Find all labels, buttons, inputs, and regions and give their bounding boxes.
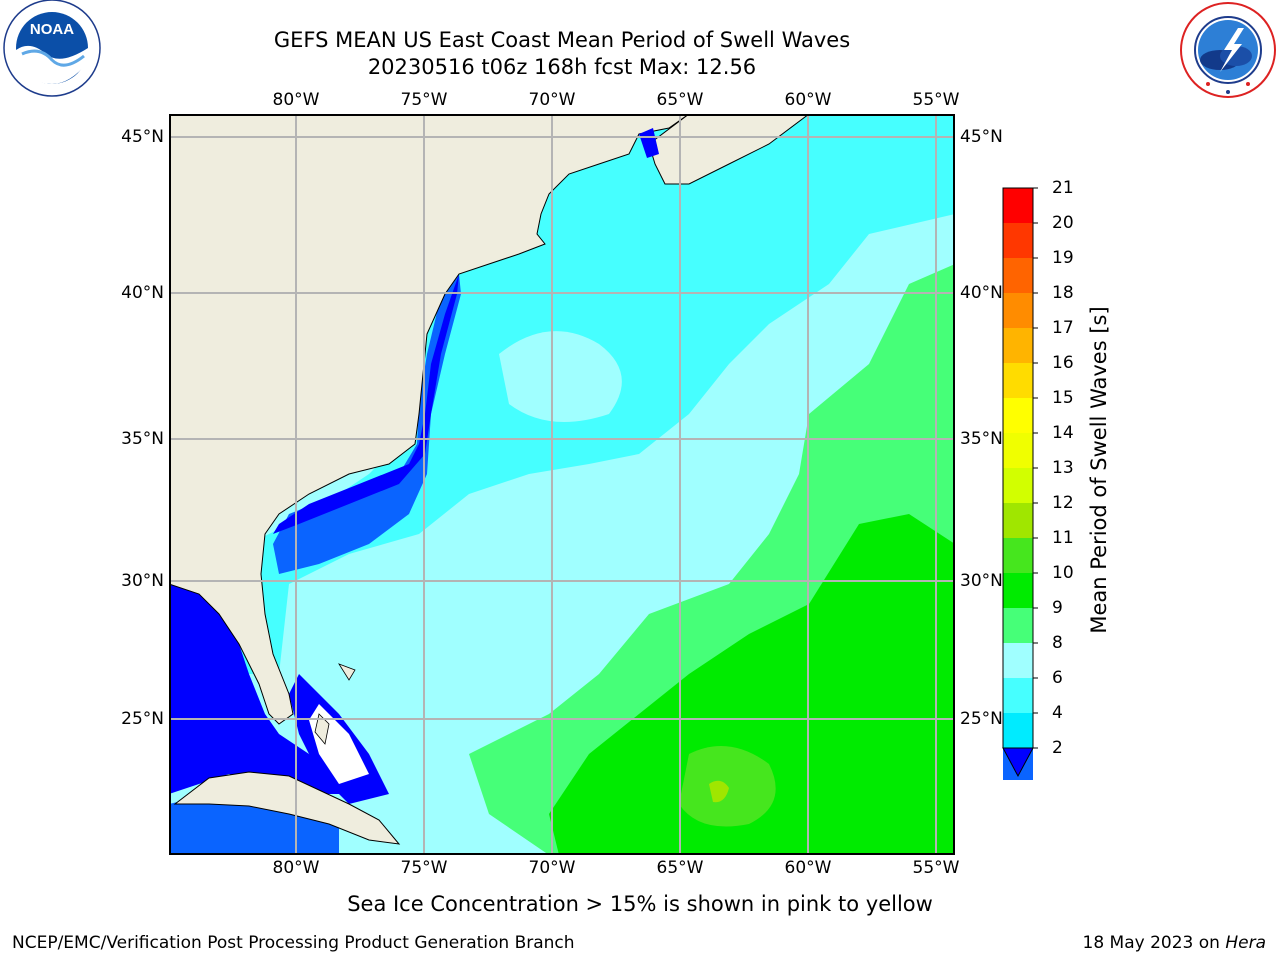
colorbar-tick-label: 8 (1052, 633, 1063, 653)
sea-ice-note: Sea Ice Concentration > 15% is shown in … (347, 892, 933, 916)
swell-period-map (169, 114, 955, 855)
lat-label-right-45n: 45°N (960, 127, 1003, 147)
gulf-low-swell (169, 584, 349, 794)
map-frame (169, 114, 955, 855)
lon-label-top-55w: 55°W (912, 90, 960, 110)
lon-label-top-60w: 60°W (784, 90, 832, 110)
colorbar-box (1003, 223, 1033, 258)
graticule (169, 114, 955, 855)
lat-label-left-45n: 45°N (121, 127, 164, 147)
colorbar-tick-label: 11 (1052, 528, 1074, 548)
swell-zone-4-6s-shelf (273, 274, 461, 574)
colorbar-tick-label: 2 (1052, 738, 1063, 758)
colorbar-under-arrow (1002, 747, 1034, 778)
footer-date-text: 18 May 2023 on (1082, 933, 1226, 953)
colorbar-tick-label: 17 (1052, 318, 1074, 338)
noaa-logo-text: NOAA (30, 21, 74, 38)
lon-label-top-65w: 65°W (656, 90, 704, 110)
lat-label-right-30n: 30°N (960, 571, 1003, 591)
swell-max-patch (709, 780, 729, 803)
colorbar-box (1003, 643, 1033, 678)
colorbar-tick-label: 14 (1052, 423, 1074, 443)
colorbar-box (1003, 363, 1033, 398)
nws-logo (1180, 2, 1276, 98)
colorbar-tick-label: 20 (1052, 213, 1074, 233)
footer-date: 18 May 2023 on Hera (1083, 932, 1267, 954)
lat-label-right-25n: 25°N (960, 709, 1003, 729)
footer-credit: NCEP/EMC/Verification Post Processing Pr… (12, 933, 575, 953)
swell-zone-8-9s-patch (499, 331, 622, 422)
colorbar-tick-label: 21 (1052, 178, 1074, 198)
colorbar-box (1003, 608, 1033, 643)
colorbar (1002, 187, 1038, 780)
map-subtitle: 20230516 t06z 168h fcst Max: 12.56 (367, 55, 757, 79)
colorbar-box (1003, 503, 1033, 538)
land-north-america (169, 114, 690, 725)
colorbar-box (1003, 328, 1033, 363)
colorbar-tick-label: 10 (1052, 563, 1074, 583)
colorbar-box (1003, 433, 1033, 468)
map-title: GEFS MEAN US East Coast Mean Period of S… (273, 28, 851, 52)
land-grand-bahama (338, 663, 356, 681)
lon-label-top-75w: 75°W (400, 90, 448, 110)
colorbar-box (1003, 538, 1033, 573)
lon-label-bottom-65w: 65°W (656, 858, 704, 878)
lon-label-bottom-75w: 75°W (400, 858, 448, 878)
land-cuba (173, 771, 401, 845)
colorbar-box (1003, 398, 1033, 433)
land-nova-scotia (648, 114, 810, 185)
lon-label-bottom-70w: 70°W (528, 858, 576, 878)
colorbar-tick-label: 4 (1052, 703, 1063, 723)
colorbar-tick-label: 9 (1052, 598, 1063, 618)
lat-label-right-35n: 35°N (960, 429, 1003, 449)
swell-zone-10-11s (549, 514, 955, 855)
lon-label-top-80w: 80°W (272, 90, 320, 110)
noaa-logo: NOAA (3, 0, 101, 97)
colorbar-tick-label: 16 (1052, 353, 1074, 373)
lat-label-left-35n: 35°N (121, 429, 164, 449)
colorbar-box (1003, 573, 1033, 608)
colorbar-box (1003, 678, 1033, 713)
lat-label-left-25n: 25°N (121, 709, 164, 729)
colorbar-box (1003, 713, 1033, 748)
colorbar-tick-label: 13 (1052, 458, 1074, 478)
colorbar-box (1003, 468, 1033, 503)
lat-label-left-40n: 40°N (121, 283, 164, 303)
lat-label-right-40n: 40°N (960, 283, 1003, 303)
lon-label-bottom-60w: 60°W (784, 858, 832, 878)
lat-label-left-30n: 30°N (121, 571, 164, 591)
colorbar-label-text: Mean Period of Swell Waves [s] (1087, 306, 1111, 634)
colorbar-tick-label: 15 (1052, 388, 1074, 408)
colorbar-box (1003, 293, 1033, 328)
colorbar-tick-label: 6 (1052, 668, 1063, 688)
lon-label-top-70w: 70°W (528, 90, 576, 110)
bay-of-fundy (639, 128, 659, 158)
lon-label-bottom-55w: 55°W (912, 858, 960, 878)
colorbar-tick-label: 12 (1052, 493, 1074, 513)
colorbar-tick-label: 19 (1052, 248, 1074, 268)
colorbar-box (1003, 258, 1033, 293)
colorbar-box (1003, 188, 1033, 223)
footer-host: Hera (1225, 933, 1266, 953)
land-andros (314, 713, 330, 745)
lon-label-bottom-80w: 80°W (272, 858, 320, 878)
colorbar-tick-label: 18 (1052, 283, 1074, 303)
swell-zone-2-4s-shelf (273, 274, 459, 534)
